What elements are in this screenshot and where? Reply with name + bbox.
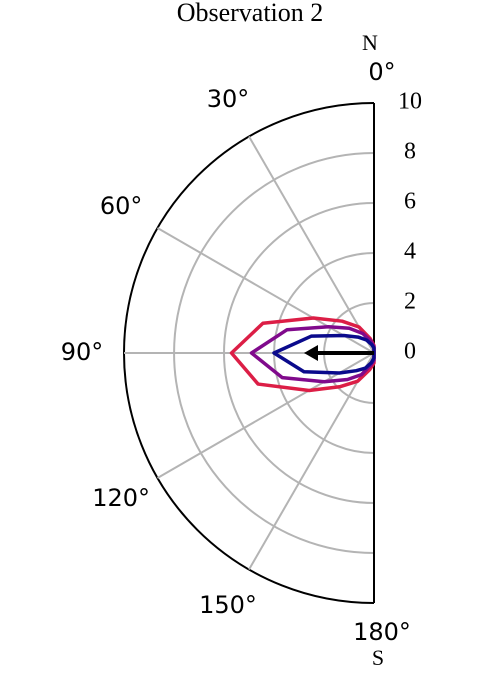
theta-tick-label: 90° — [61, 338, 104, 366]
grid-spoke — [248, 352, 375, 571]
grid-spoke — [248, 135, 375, 354]
arrow-head — [304, 345, 318, 361]
r-tick-label: 8 — [404, 139, 416, 165]
south-label: S — [372, 645, 384, 670]
north-label: N — [362, 30, 378, 55]
r-tick-label: 6 — [404, 189, 416, 215]
theta-tick-label: 0° — [368, 58, 395, 86]
theta-tick-label: 30° — [207, 85, 250, 113]
r-tick-label: 2 — [404, 289, 416, 315]
theta-tick-label: 120° — [92, 484, 150, 512]
r-tick-label: 10 — [398, 89, 422, 115]
r-tick-label: 0 — [404, 339, 416, 365]
chart-title: Observation 2 — [177, 0, 324, 27]
theta-tick-label: 180° — [353, 618, 411, 646]
r-tick-label: 4 — [404, 239, 416, 265]
contour — [272, 333, 376, 375]
contour — [229, 316, 376, 393]
grid-spoke — [156, 227, 375, 354]
theta-tick-label: 150° — [199, 591, 257, 619]
theta-tick-label: 60° — [100, 192, 143, 220]
